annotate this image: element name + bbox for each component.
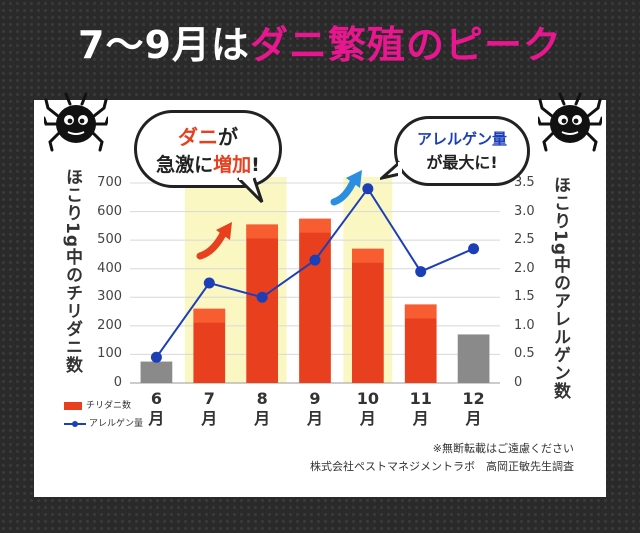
bar-6月 — [140, 361, 173, 383]
allergen-point-8月 — [256, 291, 268, 303]
y-tick-right: 0 — [514, 375, 523, 390]
bar-highlight-top — [246, 224, 278, 239]
y-tick-left: 100 — [97, 346, 122, 362]
speech-bubble-allergen: アレルゲン量 が最大に! — [394, 116, 530, 186]
bar-highlight-top — [299, 218, 331, 233]
y-tick-right: 1.5 — [514, 289, 535, 305]
up-arrow-icon-blue — [330, 170, 362, 206]
legend-label-line: アレルゲン量 — [89, 419, 144, 429]
bubble-mites-word: ダニ — [178, 125, 218, 149]
bubble-mites-particle: が — [218, 125, 238, 149]
legend-swatch-line — [64, 420, 86, 428]
y-tick-left: 400 — [97, 260, 122, 276]
legend-swatch-bar — [64, 401, 82, 410]
bubble-exclaim: ! — [251, 154, 260, 176]
y-tick-right: 2.0 — [514, 260, 535, 276]
title-pink: ダニ繁殖のピーク — [249, 23, 562, 67]
bar-10月 — [352, 248, 384, 383]
bar-9月 — [299, 218, 331, 383]
x-tick-11月: 11 月 — [409, 389, 432, 428]
bar-highlight-top — [404, 304, 437, 319]
up-arrow-icon-red — [196, 222, 232, 260]
y-axis-title-left: ほこり1g中のチリダニ数 — [62, 168, 82, 374]
y-tick-left: 200 — [97, 317, 122, 333]
allergen-point-7月 — [203, 277, 215, 289]
bubble-tail-right — [380, 160, 402, 180]
legend-bars: チリダニ数 — [64, 398, 131, 411]
y-tick-right: 3.0 — [514, 203, 535, 219]
y-tick-left: 300 — [97, 289, 122, 305]
allergen-point-12月 — [468, 243, 480, 255]
source-note: 株式会社ペストマネジメントラボ 高岡正敏先生調査 — [310, 460, 574, 473]
allergen-point-11月 — [415, 266, 427, 278]
bubble-max: が最大に! — [426, 153, 498, 172]
copyright-note: ※無断転載はご遠慮ください — [432, 442, 574, 455]
legend-line: アレルゲン量 — [64, 416, 143, 429]
bubble-sudden: 急激に — [156, 154, 214, 176]
bar-highlight-top — [193, 308, 226, 323]
y-tick-left: 0 — [113, 375, 122, 390]
y-tick-left: 500 — [97, 232, 122, 248]
speech-bubble-mites: ダニが 急激に増加! — [134, 110, 282, 188]
bubble-increase: 増加 — [213, 154, 252, 176]
bar-8月 — [246, 224, 278, 383]
y-tick-right: 1.0 — [514, 317, 535, 333]
bar-highlight-top — [352, 248, 384, 263]
y-tick-right: 2.5 — [514, 232, 535, 248]
allergen-point-9月 — [309, 254, 321, 266]
legend-label-bars: チリダニ数 — [86, 401, 132, 411]
y-axis-title-right: ほこり1g中のアレルゲン数 — [550, 176, 570, 400]
y-tick-right: 3.5 — [514, 175, 535, 190]
x-tick-10月: 10 月 — [356, 389, 379, 428]
bubble-allergen-amount: アレルゲン量 — [416, 130, 507, 148]
mite-icon-left — [44, 92, 108, 152]
y-tick-left: 600 — [97, 203, 122, 219]
bubble-tail-left — [236, 176, 264, 204]
allergen-point-6月 — [150, 351, 162, 363]
y-tick-right: 0.5 — [514, 346, 535, 362]
allergen-point-10月 — [362, 183, 374, 195]
page-title: 7〜9月はダニ繁殖のピーク — [0, 14, 640, 69]
x-tick-12月: 12 月 — [462, 389, 485, 428]
bar-12月 — [457, 334, 490, 383]
y-tick-left: 700 — [97, 175, 122, 190]
mite-icon-right — [538, 92, 602, 152]
title-white: 7〜9月は — [78, 23, 250, 67]
